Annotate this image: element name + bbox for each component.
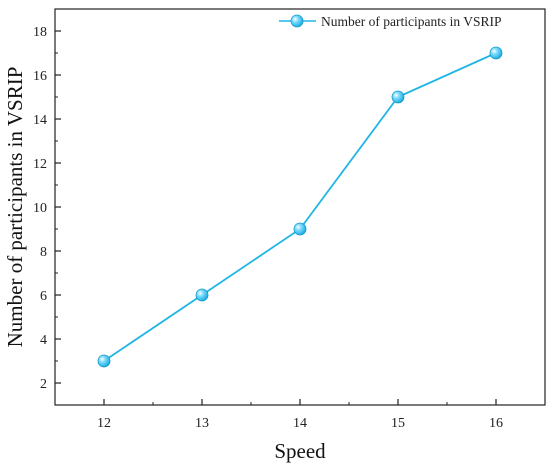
x-tick-label: 15 xyxy=(391,416,405,431)
y-tick-label: 12 xyxy=(33,157,47,172)
data-point xyxy=(97,354,111,368)
data-point xyxy=(293,222,307,236)
legend: Number of participants in VSRIP xyxy=(279,14,501,29)
x-tick-label: 14 xyxy=(293,416,307,431)
y-tick-label: 16 xyxy=(33,69,47,84)
data-point xyxy=(195,288,209,302)
x-tick-label: 12 xyxy=(97,416,111,431)
y-tick-label: 6 xyxy=(40,289,47,304)
data-point xyxy=(489,46,503,60)
legend-marker xyxy=(290,14,304,28)
y-tick-label: 8 xyxy=(40,245,47,260)
y-tick-label: 2 xyxy=(40,377,47,392)
y-tick-label: 14 xyxy=(33,113,47,128)
y-tick-label: 4 xyxy=(40,333,47,348)
x-axis-title: Speed xyxy=(274,439,326,463)
y-tick-label: 10 xyxy=(33,201,47,216)
x-axis-ticks: 12 13 14 15 16 xyxy=(97,399,503,431)
x-tick-label: 13 xyxy=(195,416,209,431)
series-layer xyxy=(97,46,503,368)
x-tick-label: 16 xyxy=(489,416,503,431)
series-line xyxy=(103,52,497,362)
y-axis-ticks: 2 4 6 8 10 12 14 16 18 xyxy=(33,25,61,392)
y-tick-label: 18 xyxy=(33,25,47,40)
plot-frame xyxy=(54,8,546,406)
legend-label: Number of participants in VSRIP xyxy=(321,14,501,29)
data-point xyxy=(391,90,405,104)
y-axis-title: Number of participants in VSRIP xyxy=(3,67,27,348)
